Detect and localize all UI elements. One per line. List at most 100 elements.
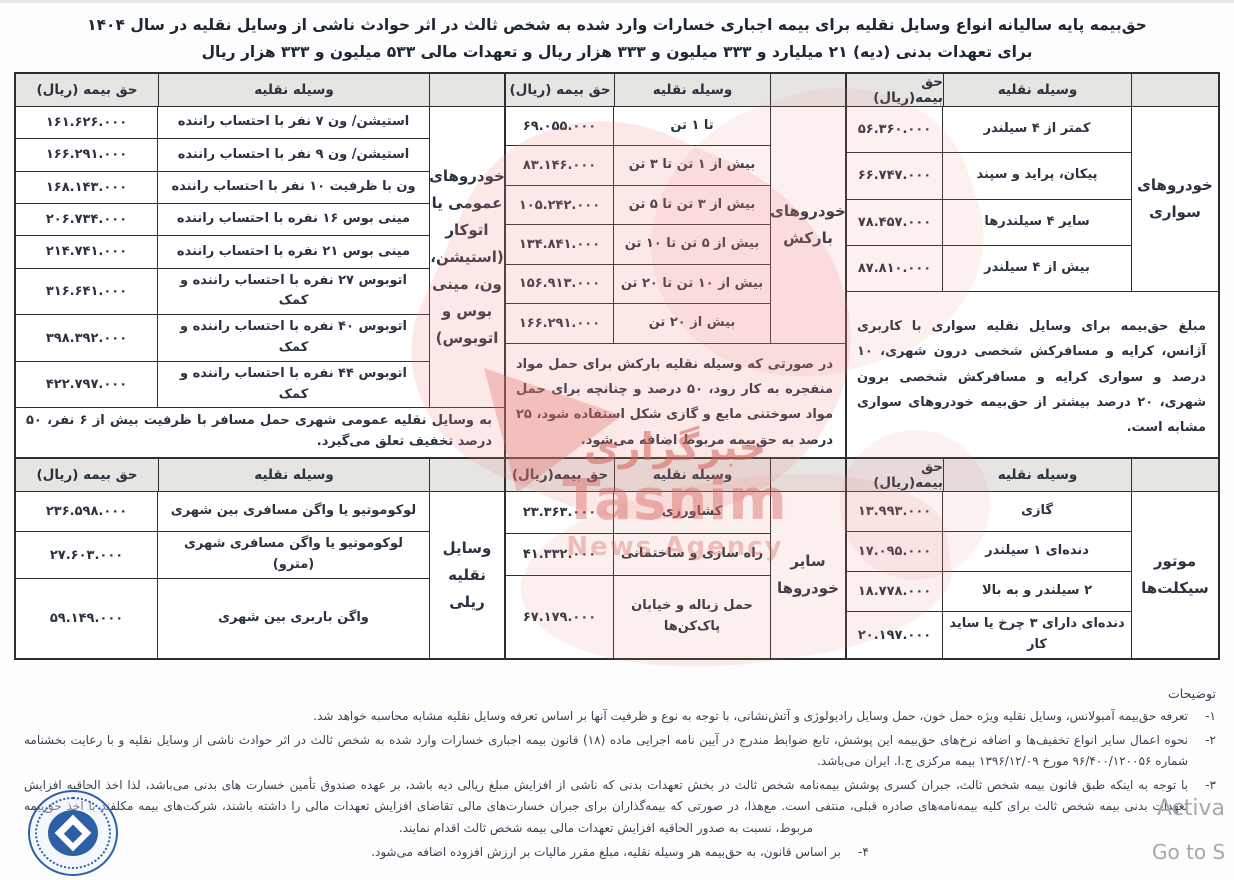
premium-cell: ۸۷.۸۱۰.۰۰۰ xyxy=(847,245,943,291)
vehicle-header: وسیله نقلیه xyxy=(943,74,1131,106)
vehicle-cell: استیشن/ ون ۹ نفر با احتساب راننده xyxy=(177,146,410,162)
table-row: اتوبوس ۴۴ نفره با احتساب راننده و کمک ۴۲… xyxy=(16,361,429,408)
premium-cell: ۶۹.۰۵۵.۰۰۰ xyxy=(506,107,614,146)
group-label: سایر خودروها xyxy=(770,492,845,658)
table-row: کمتر از ۴ سیلندر ۵۶.۳۶۰.۰۰۰ xyxy=(847,107,1131,154)
premium-cell: ۱۵۶.۹۱۳.۰۰۰ xyxy=(506,264,614,304)
vehicle-cell: اتوبوس ۴۰ نفره با احتساب راننده و کمک xyxy=(180,319,407,356)
vehicle-cell: مینی بوس ۲۱ نفره با احتساب راننده xyxy=(176,243,411,259)
vehicle-cell: تا ۱ تن xyxy=(670,117,714,133)
vehicle-header: وسیله نقلیه xyxy=(943,459,1131,491)
vehicle-cell: دنده‌ای دارای ۳ چرخ یا ساید کار xyxy=(949,616,1125,653)
table-row: اتوبوس ۲۷ نفره با احتساب راننده و کمک ۳۱… xyxy=(16,268,429,316)
premium-header: حق بیمه (ریال) xyxy=(36,467,138,483)
premium-cell: ۶۶.۷۴۷.۰۰۰ xyxy=(847,153,943,199)
group-label: خودروهای سواری xyxy=(1131,107,1218,291)
group-rows: کمتر از ۴ سیلندر ۵۶.۳۶۰.۰۰۰ پیکان، پراید… xyxy=(847,107,1131,291)
footnote-number: ۳- xyxy=(1205,777,1216,792)
premium-cell: ۲۱۴.۷۴۱.۰۰۰ xyxy=(16,236,158,268)
activation-watermark-line1: Activa xyxy=(1157,796,1225,821)
group-cargo-trucks: وسیله نقلیه حق بیمه (ریال) خودروهای بارک… xyxy=(504,74,846,457)
premium-cell: ۱۳۴.۸۴۱.۰۰۰ xyxy=(506,225,614,264)
vehicle-cell: بیش از ۵ تن تا ۱۰ تن xyxy=(624,236,760,252)
table-row: لوکوموتیو یا واگن مسافری بین شهری ۲۳۶.۵۹… xyxy=(16,492,429,533)
group-header-row: وسیله نقلیه حق بیمه (ریال) xyxy=(16,459,504,492)
footnote-item: ۴- بر اساس قانون، به حق‌بیمه هر وسیله نق… xyxy=(18,842,1216,864)
group-note: به وسایل نقلیه عمومی شهری حمل مسافر با ظ… xyxy=(16,407,504,457)
table-row: حمل زباله و خیابان پاک‌کن‌ها ۶۷.۱۷۹.۰۰۰ xyxy=(506,576,770,658)
premium-cell: ۲۰۶.۷۳۴.۰۰۰ xyxy=(16,203,158,236)
footnote-text: با توجه به اینکه طبق قانون بیمه شخص ثالث… xyxy=(24,777,1188,835)
header-spacer xyxy=(1131,74,1218,106)
group-passenger-cars: وسیله نقلیه حق بیمه(ریال) خودروهای سواری… xyxy=(845,74,1218,457)
group-body: وسایل نقلیه ریلی لوکوموتیو یا واگن مسافر… xyxy=(16,492,504,658)
lower-section: وسیله نقلیه حق بیمه(ریال) موتور سیکلت‌ها… xyxy=(16,457,1218,659)
table-row: مینی بوس ۱۶ نفره با احتساب راننده ۲۰۶.۷۳… xyxy=(16,203,429,237)
table-row: راه سازی و ساختمانی ۴۱.۳۳۲.۰۰۰ xyxy=(506,534,770,576)
group-other-vehicles: وسیله نقلیه حق بیمه(ریال) سایر خودروها ک… xyxy=(504,459,845,658)
premium-header: حق بیمه (ریال) xyxy=(509,82,611,98)
premium-cell: ۲۳۶.۵۹۸.۰۰۰ xyxy=(16,492,158,532)
group-rows: لوکوموتیو یا واگن مسافری بین شهری ۲۳۶.۵۹… xyxy=(16,492,429,658)
table-row: استیشن/ ون ۹ نفر با احتساب راننده ۱۶۶.۲۹… xyxy=(16,139,429,172)
footnote-text: بر اساس قانون، به حق‌بیمه هر وسیله نقلیه… xyxy=(371,844,841,859)
premium-cell: ۴۱.۳۳۲.۰۰۰ xyxy=(506,534,614,575)
vehicle-cell: اتوبوس ۲۷ نفره با احتساب راننده و کمک xyxy=(180,272,407,309)
group-note: در صورتی که وسیله نقلیه بارکش برای حمل م… xyxy=(506,342,845,457)
footnote-number: ۴- xyxy=(858,844,869,859)
group-rows: استیشن/ ون ۷ نفر با احتساب راننده ۱۶۱.۶۲… xyxy=(16,107,429,408)
table-row: کشاورزی ۲۳.۳۶۳.۰۰۰ xyxy=(506,492,770,534)
premium-header: حق بیمه(ریال) xyxy=(873,459,943,491)
premium-cell: ۱۶۶.۲۹۱.۰۰۰ xyxy=(16,139,158,171)
table-row: گازی ۱۳.۹۹۳.۰۰۰ xyxy=(847,492,1131,533)
table-row: استیشن/ ون ۷ نفر با احتساب راننده ۱۶۱.۶۲… xyxy=(16,107,429,140)
footnote-item: ۱- تعرفه حق‌بیمه آمبولانس، وسایل نقلیه و… xyxy=(18,706,1216,728)
vehicle-header: وسیله نقلیه xyxy=(614,74,770,106)
table-row: بیش از ۴ سیلندر ۸۷.۸۱۰.۰۰۰ xyxy=(847,245,1131,291)
footnote-item: ۳- با توجه به اینکه طبق قانون بیمه شخص ث… xyxy=(18,775,1216,840)
group-header-row: وسیله نقلیه حق بیمه(ریال) xyxy=(847,74,1218,107)
vehicle-cell: اتوبوس ۴۴ نفره با احتساب راننده و کمک xyxy=(180,365,407,402)
premium-cell: ۲۳.۳۶۳.۰۰۰ xyxy=(506,492,614,533)
group-body: خودروهای سواری کمتر از ۴ سیلندر ۵۶.۳۶۰.۰… xyxy=(847,107,1218,291)
premium-cell: ۴۲۲.۷۹۷.۰۰۰ xyxy=(16,361,158,408)
seal-core xyxy=(48,810,98,856)
group-label: خودروهای بارکش xyxy=(770,107,846,343)
premium-cell: ۵۹.۱۴۹.۰۰۰ xyxy=(16,579,158,658)
table-row: دنده‌ای ۱ سیلندر ۱۷.۰۹۵.۰۰۰ xyxy=(847,532,1131,573)
vehicle-header: وسیله نقلیه xyxy=(158,459,429,491)
table-row: بیش از ۱۰ تن تا ۲۰ تن ۱۵۶.۹۱۳.۰۰۰ xyxy=(506,264,770,305)
premium-cell: ۳۹۸.۳۹۲.۰۰۰ xyxy=(16,315,158,361)
vehicle-cell: بیش از ۳ تن تا ۵ تن xyxy=(628,196,756,212)
group-header-row: وسیله نقلیه حق بیمه (ریال) xyxy=(506,74,845,107)
scan-edge-artifact xyxy=(0,0,1234,3)
table-row: پیکان، پراید و سپند ۶۶.۷۴۷.۰۰۰ xyxy=(847,153,1131,200)
group-rows: کشاورزی ۲۳.۳۶۳.۰۰۰ راه سازی و ساختمانی ۴… xyxy=(506,492,770,658)
footnotes: توضیحات ۱- تعرفه حق‌بیمه آمبولانس، وسایل… xyxy=(18,686,1216,865)
vehicle-cell: پیکان، پراید و سپند xyxy=(976,167,1098,183)
footnote-text: تعرفه حق‌بیمه آمبولانس، وسایل نقلیه ویژه… xyxy=(313,709,1188,723)
seal-text-ring xyxy=(35,797,111,869)
vehicle-cell: کمتر از ۴ سیلندر xyxy=(983,121,1091,137)
table-row: بیش از ۲۰ تن ۱۶۶.۲۹۱.۰۰۰ xyxy=(506,304,770,343)
premium-cell: ۵۶.۳۶۰.۰۰۰ xyxy=(847,107,943,153)
footnotes-heading: توضیحات xyxy=(1168,686,1216,701)
diamond-inner-icon xyxy=(63,823,83,843)
table-row: بیش از ۱ تن تا ۳ تن ۸۳.۱۴۶.۰۰۰ xyxy=(506,146,770,186)
vehicle-cell: بیش از ۲۰ تن xyxy=(648,315,736,330)
vehicle-cell: دنده‌ای ۱ سیلندر xyxy=(985,543,1089,559)
vehicle-cell: واگن باربری بین شهری xyxy=(218,610,369,626)
footnote-number: ۲- xyxy=(1205,732,1216,747)
group-label: وسایل نقلیه ریلی xyxy=(429,492,504,658)
group-body: خودروهای بارکش تا ۱ تن ۶۹.۰۵۵.۰۰۰ بیش از… xyxy=(506,107,846,343)
premium-cell: ۳۱۶.۶۴۱.۰۰۰ xyxy=(16,268,158,315)
header-spacer xyxy=(1131,459,1218,491)
page-title-line1: حق‌بیمه پایه سالیانه انواع وسایل نقلیه ب… xyxy=(87,16,1147,34)
header-spacer xyxy=(770,459,845,491)
group-label: خودروهای عمومی یا اتوکار (استیشن، ون، می… xyxy=(429,107,505,408)
vehicle-cell: بیش از ۴ سیلندر xyxy=(984,259,1090,275)
premium-header: حق بیمه(ریال) xyxy=(873,74,943,106)
page-title-line2: برای تعهدات بدنی (دیه) ۲۱ میلیارد و ۳۳۳ … xyxy=(201,43,1033,61)
table-row: سایر ۴ سیلندرها ۷۸.۴۵۷.۰۰۰ xyxy=(847,199,1131,246)
vehicle-cell: ۲ سیلندر و به بالا xyxy=(981,583,1093,599)
